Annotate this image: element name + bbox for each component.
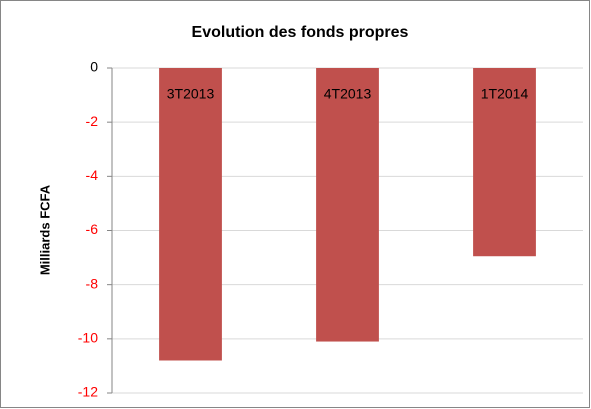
x-tick-label: 4T2013 <box>324 86 372 102</box>
y-tick-label: -4 <box>86 167 99 183</box>
y-tick-label: -12 <box>78 384 98 400</box>
y-axis-label: Milliards FCFA <box>37 184 52 275</box>
x-tick-label: 3T2013 <box>167 86 215 102</box>
y-tick-label: -8 <box>86 275 99 291</box>
bar <box>159 68 222 361</box>
bar <box>316 68 379 342</box>
bar <box>473 68 536 257</box>
y-tick-label: -2 <box>86 113 99 129</box>
chart-title: Evolution des fonds propres <box>192 24 409 41</box>
x-tick-label: 1T2014 <box>481 86 529 102</box>
y-tick-label: -10 <box>78 330 98 346</box>
y-tick-label: 0 <box>90 59 98 75</box>
y-tick-label: -6 <box>86 221 99 237</box>
